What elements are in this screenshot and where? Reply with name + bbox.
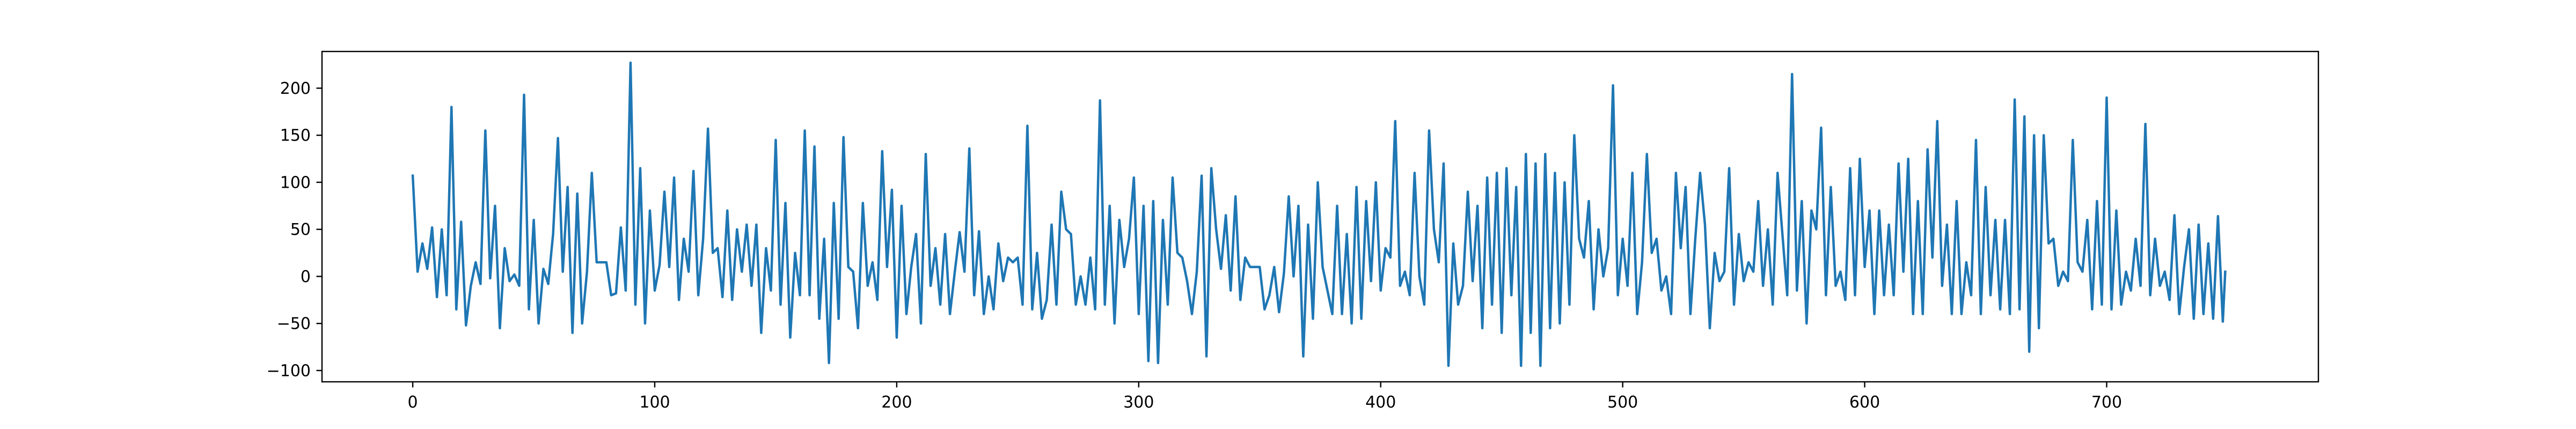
x-tick-label: 0 — [408, 393, 418, 412]
axes: 0 100 200 300 400 500 600 700 −100 −50 0 50 100 150 20… — [267, 50, 2319, 412]
y-tick-label: 150 — [280, 127, 311, 145]
y-tick-label: 0 — [301, 268, 311, 286]
y-tick-label: 100 — [280, 173, 311, 192]
y-tick-label: 50 — [290, 220, 311, 239]
x-tick-label: 300 — [1123, 393, 1154, 412]
x-tick-label: 400 — [1365, 393, 1396, 412]
x-tick-label: 500 — [1607, 393, 1638, 412]
x-tick-label: 700 — [2091, 393, 2122, 412]
x-tick-label: 100 — [639, 393, 670, 412]
y-tick-label: 200 — [280, 79, 311, 98]
plot-area — [411, 61, 2227, 367]
series-line — [411, 61, 2227, 367]
y-tick-label: −100 — [267, 361, 311, 380]
x-tick-label: 600 — [1849, 393, 1880, 412]
y-tick-label: −50 — [277, 315, 311, 334]
axes-frame — [321, 50, 2319, 383]
x-tick-label: 200 — [881, 393, 912, 412]
